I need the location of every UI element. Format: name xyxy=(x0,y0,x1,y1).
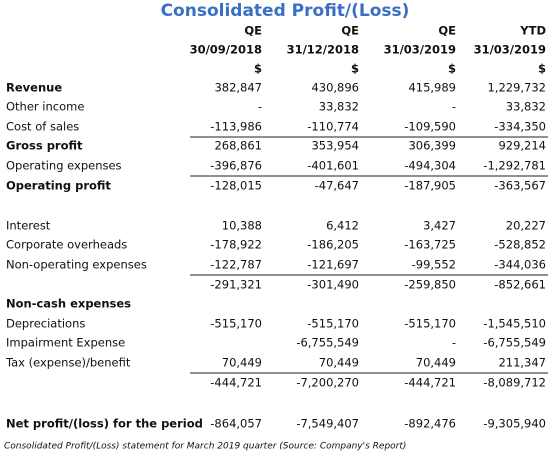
cell: -852,661 xyxy=(494,278,546,292)
cell: -401,601 xyxy=(307,159,359,173)
cell: -344,036 xyxy=(494,258,546,272)
cell: 70,449 xyxy=(222,356,262,370)
cell: -9,305,940 xyxy=(483,417,546,431)
row-label: Interest xyxy=(6,219,51,233)
cell: -494,304 xyxy=(404,159,456,173)
cell: -334,350 xyxy=(494,120,546,134)
cell: -186,205 xyxy=(307,238,359,252)
row-label: Cost of sales xyxy=(6,120,79,134)
cell: - xyxy=(258,100,262,114)
cell: 382,847 xyxy=(214,81,262,95)
cell: -187,905 xyxy=(404,179,456,193)
cell: 211,347 xyxy=(498,356,546,370)
cell: -444,721 xyxy=(210,376,262,390)
cell: -8,089,712 xyxy=(483,376,546,390)
caption: Consolidated Profit/(Loss) statement for… xyxy=(4,442,406,452)
cell: -1,545,510 xyxy=(483,317,546,331)
row-label: Non-cash expenses xyxy=(6,297,131,311)
cell: - xyxy=(452,336,456,350)
cell: 929,214 xyxy=(498,139,546,153)
column-period: QE xyxy=(341,24,359,38)
column-period: QE xyxy=(244,24,262,38)
cell: -6,755,549 xyxy=(483,336,546,350)
cell: 6,412 xyxy=(326,219,359,233)
cell: -121,697 xyxy=(307,258,359,272)
cell: 70,449 xyxy=(319,356,359,370)
cell: -892,476 xyxy=(404,417,456,431)
cell: 353,954 xyxy=(311,139,359,153)
cell: 10,388 xyxy=(222,219,262,233)
title: Consolidated Profit/(Loss) xyxy=(161,1,410,21)
row-label: Impairment Expense xyxy=(6,336,125,350)
cell: 33,832 xyxy=(319,100,359,114)
cell: -515,170 xyxy=(307,317,359,331)
cell: -444,721 xyxy=(404,376,456,390)
row-label: Tax (expense)/benefit xyxy=(5,356,131,370)
row-label: Revenue xyxy=(6,81,62,95)
cell: -396,876 xyxy=(210,159,262,173)
cell: -363,567 xyxy=(494,179,546,193)
cell: -1,292,781 xyxy=(483,159,546,173)
cell: 33,832 xyxy=(506,100,546,114)
cell: -259,850 xyxy=(404,278,456,292)
cell: -301,490 xyxy=(307,278,359,292)
row-label: Operating expenses xyxy=(6,159,122,173)
cell: -515,170 xyxy=(404,317,456,331)
cell: 306,399 xyxy=(408,139,456,153)
column-period: QE xyxy=(438,24,456,38)
cell: -163,725 xyxy=(404,238,456,252)
cell: 415,989 xyxy=(408,81,456,95)
column-unit: $ xyxy=(254,62,262,76)
row-label: Depreciations xyxy=(6,317,85,331)
cell: 268,861 xyxy=(214,139,262,153)
cell: -99,552 xyxy=(412,258,456,272)
cell: -291,321 xyxy=(210,278,262,292)
cell: -109,590 xyxy=(404,120,456,134)
column-date: 31/03/2019 xyxy=(474,43,546,57)
cell: 70,449 xyxy=(416,356,456,370)
row-label: Net profit/(loss) for the period xyxy=(6,417,203,431)
row-label: Gross profit xyxy=(6,139,83,153)
column-date: 31/12/2018 xyxy=(287,43,359,57)
column-unit: $ xyxy=(448,62,456,76)
cell: 1,229,732 xyxy=(487,81,546,95)
cell: - xyxy=(452,100,456,114)
cell: -47,647 xyxy=(315,179,359,193)
column-period: YTD xyxy=(519,24,546,38)
row-label: Non-operating expenses xyxy=(6,258,147,272)
column-date: 31/03/2019 xyxy=(384,43,456,57)
cell: -6,755,549 xyxy=(296,336,359,350)
cell: -515,170 xyxy=(210,317,262,331)
row-label: Corporate overheads xyxy=(6,238,127,252)
cell: -110,774 xyxy=(307,120,359,134)
cell: -7,200,270 xyxy=(296,376,359,390)
cell: 430,896 xyxy=(311,81,359,95)
cell: -864,057 xyxy=(210,417,262,431)
column-date: 30/09/2018 xyxy=(190,43,262,57)
cell: -178,922 xyxy=(210,238,262,252)
cell: 3,427 xyxy=(423,219,456,233)
row-label: Operating profit xyxy=(6,179,111,193)
column-unit: $ xyxy=(351,62,359,76)
cell: -7,549,407 xyxy=(296,417,359,431)
row-label: Other income xyxy=(6,100,84,114)
column-unit: $ xyxy=(538,62,546,76)
cell: -122,787 xyxy=(210,258,262,272)
cell: -113,986 xyxy=(210,120,262,134)
cell: 20,227 xyxy=(506,219,546,233)
cell: -128,015 xyxy=(210,179,262,193)
cell: -528,852 xyxy=(494,238,546,252)
